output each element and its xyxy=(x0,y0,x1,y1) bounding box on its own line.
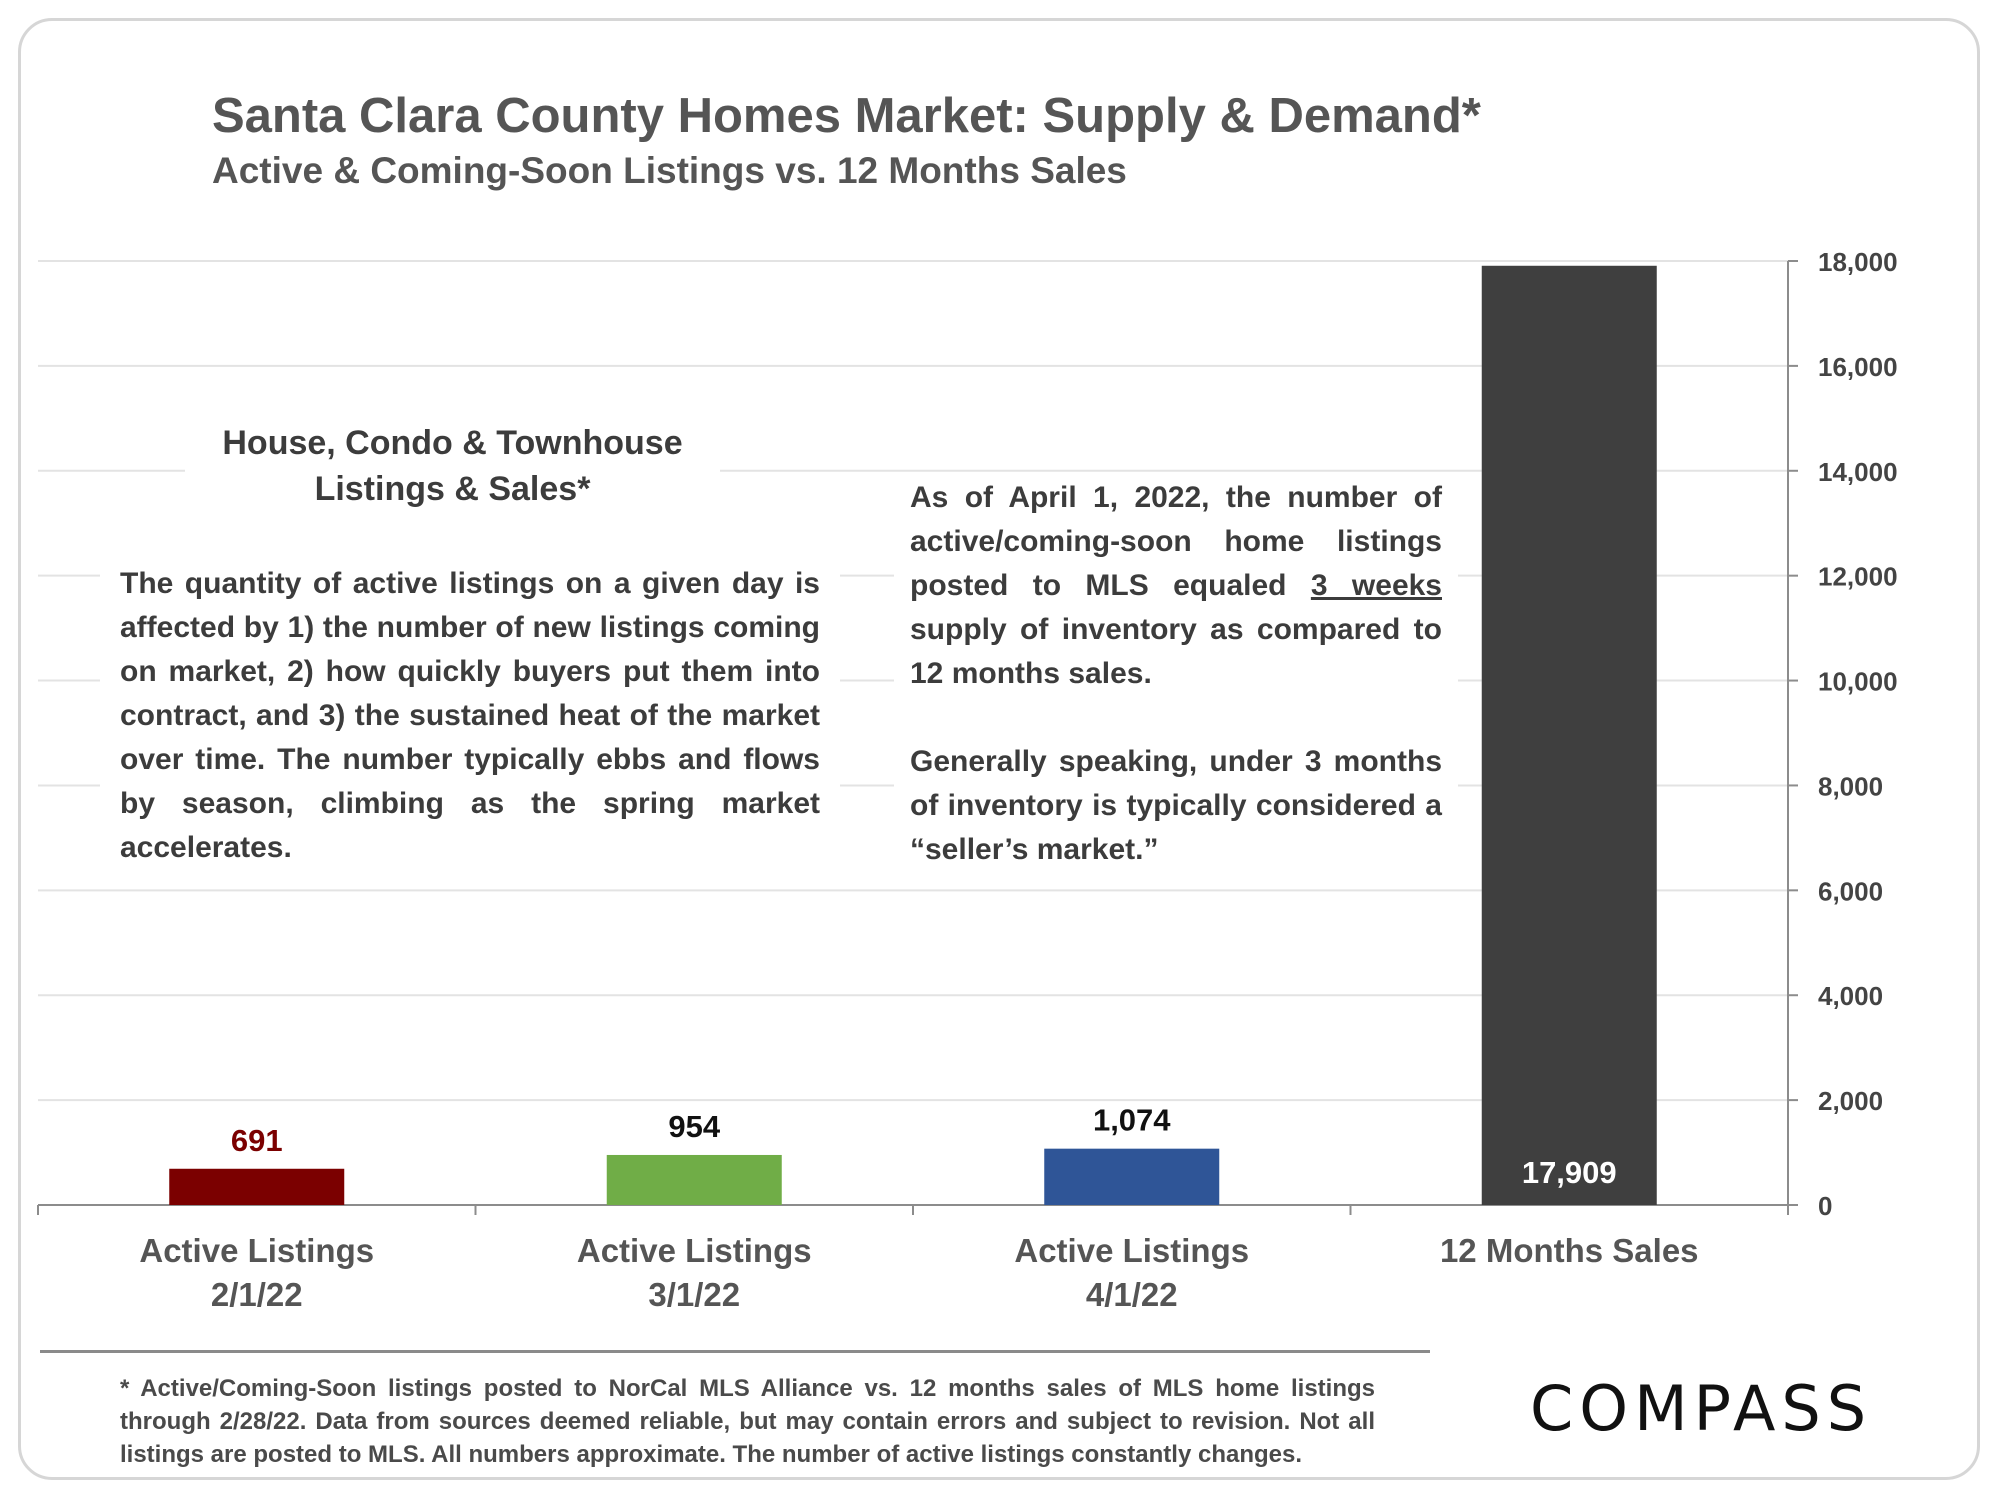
bar xyxy=(1481,265,1657,1205)
y-tick-label: 16,000 xyxy=(1818,352,1898,382)
annotation-right-text-end: supply of inventory as compared to 12 mo… xyxy=(910,613,1442,690)
x-category-label: Active Listings xyxy=(139,1232,374,1269)
bar xyxy=(169,1168,345,1205)
y-tick-label: 2,000 xyxy=(1818,1086,1883,1116)
y-tick-label: 8,000 xyxy=(1818,771,1883,801)
chart-subtitle: Active & Coming-Soon Listings vs. 12 Mon… xyxy=(212,150,1127,191)
x-category-label: 12 Months Sales xyxy=(1440,1232,1699,1269)
footer-divider xyxy=(40,1350,1430,1353)
x-category-label: 4/1/22 xyxy=(1086,1276,1178,1313)
annotation-left-body: The quantity of active listings on a giv… xyxy=(100,562,840,870)
y-tick-label: 10,000 xyxy=(1818,667,1898,697)
x-category-label: Active Listings xyxy=(1014,1232,1249,1269)
bar-value-label: 17,909 xyxy=(1522,1155,1617,1190)
y-tick-label: 0 xyxy=(1818,1191,1832,1221)
annotation-right-emphasis: 3 weeks xyxy=(1310,569,1442,602)
annotation-right-text-start: As of April 1, 2022, the number of activ… xyxy=(910,481,1442,602)
footnote: * Active/Coming-Soon listings posted to … xyxy=(120,1375,1375,1468)
x-category-label: Active Listings xyxy=(577,1232,812,1269)
bar xyxy=(606,1154,782,1205)
bar xyxy=(1044,1148,1220,1205)
y-tick-label: 12,000 xyxy=(1818,562,1898,592)
y-tick-label: 14,000 xyxy=(1818,457,1898,487)
x-category-label: 2/1/22 xyxy=(211,1276,303,1313)
x-category-label: 3/1/22 xyxy=(648,1276,740,1313)
compass-logo: COMPASS xyxy=(1530,1372,1873,1445)
annotation-right: As of April 1, 2022, the number of activ… xyxy=(894,476,1458,872)
annotation-left-title: House, Condo & Townhouse Listings & Sale… xyxy=(185,420,720,512)
annotation-right-paragraph-2: Generally speaking, under 3 months of in… xyxy=(910,745,1442,866)
y-tick-label: 18,000 xyxy=(1818,247,1898,277)
bar-value-label: 954 xyxy=(668,1109,720,1144)
annotation-right-paragraph-1: As of April 1, 2022, the number of activ… xyxy=(910,476,1442,696)
y-tick-label: 6,000 xyxy=(1818,876,1883,906)
bar-value-label: 1,074 xyxy=(1093,1103,1171,1138)
bar-value-label: 691 xyxy=(231,1123,283,1158)
y-tick-label: 4,000 xyxy=(1818,981,1883,1011)
chart-title: Santa Clara County Homes Market: Supply … xyxy=(212,89,1481,143)
